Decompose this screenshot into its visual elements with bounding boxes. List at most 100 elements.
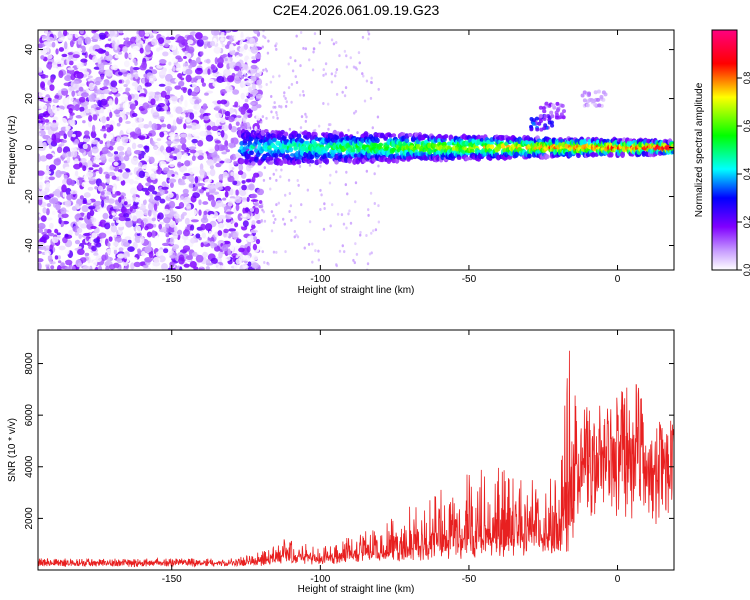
heatmap-cell [206, 259, 211, 266]
heatmap-cell [133, 261, 141, 268]
heatmap-cell [161, 181, 167, 187]
heatmap-cell [587, 91, 592, 96]
heatmap-cell [256, 104, 262, 109]
heatmap-cell [100, 191, 105, 196]
heatmap-cell [94, 186, 98, 190]
heatmap-cell [185, 203, 192, 210]
heatmap-cell [47, 254, 53, 262]
heatmap-cell [250, 64, 258, 70]
heatmap-cell [46, 217, 53, 221]
heatmap-cell [38, 228, 44, 233]
heatmap-cell [79, 68, 88, 72]
heatmap-cell [71, 149, 78, 158]
heatmap-cell [216, 193, 221, 199]
heatmap-cell [111, 175, 117, 180]
heatmap-cell [95, 242, 102, 248]
heatmap-cell [100, 74, 105, 80]
heatmap-cell [216, 100, 222, 105]
heatmap-cell [151, 123, 158, 131]
heatmap-cell [367, 32, 371, 36]
heatmap-cell [210, 257, 218, 264]
heatmap-cell [182, 87, 187, 94]
heatmap-cell [38, 113, 47, 118]
heatmap-cell [201, 82, 206, 87]
heatmap-cell [38, 234, 41, 240]
heatmap-cell [209, 213, 215, 218]
heatmap-cell [230, 171, 235, 177]
heatmap-cell [262, 68, 265, 72]
heatmap-cell [105, 173, 110, 179]
heatmap-cell [126, 146, 132, 155]
heatmap-cell [354, 109, 358, 113]
heatmap-cell [237, 170, 244, 176]
heatmap-cell [312, 47, 316, 51]
heatmap-cell [251, 262, 260, 269]
heatmap-cell [272, 221, 276, 225]
heatmap-cell [38, 66, 43, 74]
heatmap-cell [56, 146, 63, 154]
heatmap-cell [190, 224, 195, 231]
heatmap-cell [224, 185, 232, 192]
heatmap-cell [534, 116, 539, 121]
heatmap-cell [269, 187, 272, 191]
heatmap-cell [69, 86, 75, 92]
heatmap-cell [240, 74, 245, 79]
heatmap-cell [106, 134, 114, 140]
heatmap-cell [276, 116, 279, 120]
heatmap-cell [54, 94, 60, 100]
heatmap-cell [344, 183, 348, 187]
heatmap-cell [164, 43, 170, 48]
heatmap-cell [45, 42, 52, 46]
heatmap-cell [148, 62, 156, 67]
heatmap-cell [83, 192, 91, 198]
heatmap-cell [264, 67, 267, 71]
heatmap-cell [369, 96, 373, 100]
heatmap-cell [354, 181, 358, 185]
heatmap-cell [199, 168, 205, 176]
heatmap-cell [132, 203, 138, 210]
heatmap-cell [44, 75, 49, 78]
heatmap-cell [162, 51, 169, 57]
y-tick-label: 0 [24, 144, 35, 150]
heatmap-cell [274, 105, 277, 109]
heatmap-cell [136, 233, 141, 236]
heatmap-cell [159, 59, 167, 64]
heatmap-cell [248, 80, 254, 84]
heatmap-cell [309, 154, 315, 160]
heatmap-cell [374, 228, 378, 232]
heatmap-cell [61, 53, 68, 58]
x-tick-label: -50 [462, 274, 477, 285]
heatmap-cell [140, 250, 146, 257]
heatmap-cell [246, 109, 254, 114]
heatmap-cell [188, 64, 193, 69]
heatmap-cell [78, 86, 84, 92]
heatmap-cell [165, 233, 170, 238]
heatmap-cell [288, 210, 291, 214]
snr-marks [38, 350, 674, 568]
heatmap-cell [168, 188, 172, 195]
heatmap-cell [596, 89, 601, 94]
heatmap-cell [189, 122, 198, 130]
heatmap-cell [167, 82, 172, 86]
y-tick-label: 2000 [24, 507, 35, 530]
heatmap-cell [142, 199, 147, 206]
heatmap-cell [295, 81, 299, 85]
heatmap-frame [37, 29, 675, 271]
heatmap-cell [275, 168, 278, 172]
heatmap-cell [242, 138, 248, 144]
heatmap-cell [91, 139, 99, 145]
heatmap-cell [85, 217, 92, 225]
heatmap-cell [280, 148, 285, 154]
heatmap-cell [306, 188, 310, 192]
heatmap-cell [165, 146, 173, 153]
heatmap-cell [97, 58, 102, 65]
heatmap-cell [228, 123, 232, 131]
heatmap-cell [261, 208, 264, 212]
heatmap-cell [237, 71, 243, 76]
heatmap-cell [154, 235, 159, 242]
heatmap-cell [168, 200, 176, 209]
heatmap-cell [377, 220, 381, 224]
heatmap-cell [168, 136, 175, 140]
heatmap-cell [561, 115, 566, 120]
heatmap-cell [182, 245, 191, 252]
